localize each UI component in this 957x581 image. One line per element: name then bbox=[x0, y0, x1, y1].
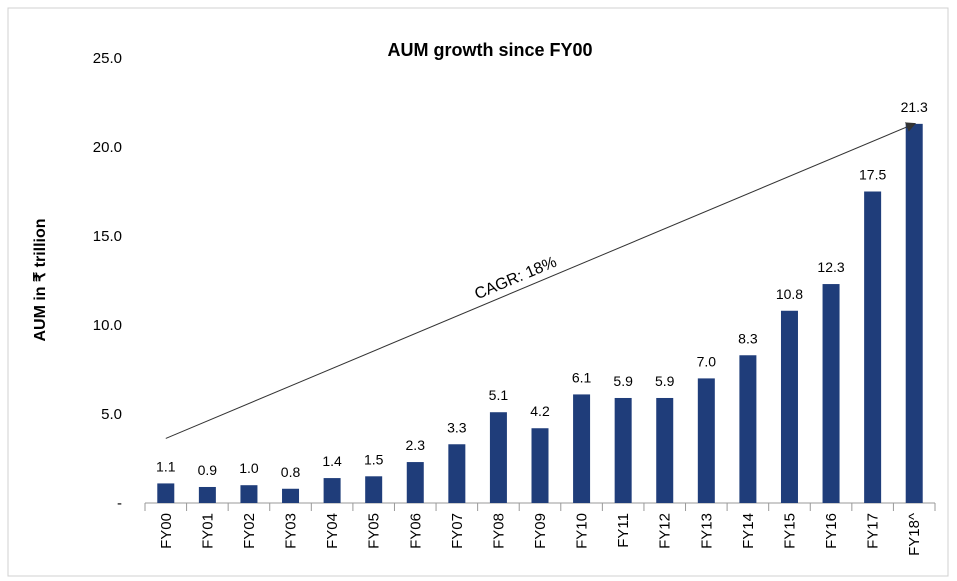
value-label: 0.9 bbox=[198, 462, 218, 478]
bar bbox=[656, 397, 674, 503]
chart-title: AUM growth since FY00 bbox=[387, 40, 592, 60]
bar bbox=[240, 485, 258, 503]
bar bbox=[448, 444, 466, 503]
x-tick-label: FY12 bbox=[657, 513, 674, 549]
value-label: 1.4 bbox=[322, 453, 342, 469]
value-label: 1.1 bbox=[156, 458, 176, 474]
x-tick-label: FY07 bbox=[449, 513, 466, 549]
value-label: 8.3 bbox=[738, 330, 758, 346]
bar bbox=[198, 486, 216, 503]
x-tick-label: FY06 bbox=[407, 513, 424, 549]
bar bbox=[157, 483, 175, 503]
y-tick-label: - bbox=[117, 495, 122, 512]
value-label: 17.5 bbox=[859, 167, 886, 183]
chart-border bbox=[7, 7, 949, 577]
bar bbox=[489, 412, 507, 503]
x-tick-label: FY15 bbox=[781, 513, 798, 549]
bar bbox=[822, 284, 840, 503]
x-tick-label: FY02 bbox=[241, 513, 258, 549]
bar bbox=[365, 476, 383, 503]
x-tick-label: FY00 bbox=[158, 513, 175, 549]
bar bbox=[573, 394, 591, 503]
x-tick-label: FY14 bbox=[740, 513, 757, 549]
value-label: 5.9 bbox=[613, 373, 633, 389]
y-tick-label: 5.0 bbox=[101, 406, 122, 423]
y-tick-label: 15.0 bbox=[93, 228, 122, 245]
x-tick-label: FY16 bbox=[823, 513, 840, 549]
bar bbox=[739, 355, 757, 503]
x-tick-label: FY10 bbox=[574, 513, 591, 549]
value-label: 6.1 bbox=[572, 369, 592, 385]
value-label: 5.9 bbox=[655, 373, 675, 389]
value-label: 4.2 bbox=[530, 403, 550, 419]
x-tick-label: FY18^ bbox=[906, 513, 923, 556]
bar bbox=[905, 123, 923, 504]
bar bbox=[780, 310, 798, 503]
bar bbox=[282, 488, 300, 503]
value-label: 1.5 bbox=[364, 451, 384, 467]
value-label: 0.8 bbox=[281, 464, 301, 480]
value-label: 10.8 bbox=[776, 286, 803, 302]
x-tick-label: FY04 bbox=[324, 513, 341, 549]
cagr-arrow bbox=[165, 122, 917, 439]
y-tick-label: 10.0 bbox=[93, 317, 122, 334]
x-tick-label: FY11 bbox=[615, 513, 632, 548]
bar bbox=[614, 397, 632, 503]
bar bbox=[864, 191, 882, 503]
x-tick-label: FY05 bbox=[366, 513, 383, 549]
value-label: 12.3 bbox=[817, 259, 844, 275]
y-axis-label: AUM in ₹ trillion bbox=[32, 218, 49, 341]
value-label: 7.0 bbox=[697, 353, 717, 369]
y-tick-label: 20.0 bbox=[93, 139, 122, 156]
x-tick-label: FY03 bbox=[283, 513, 300, 549]
bar bbox=[406, 462, 424, 503]
bar bbox=[697, 378, 715, 503]
value-label: 21.3 bbox=[901, 99, 928, 115]
x-tick-label: FY08 bbox=[490, 513, 507, 549]
y-tick-label: 25.0 bbox=[93, 50, 122, 67]
value-label: 2.3 bbox=[406, 437, 426, 453]
value-label: 5.1 bbox=[489, 387, 509, 403]
x-tick-label: FY17 bbox=[865, 513, 882, 549]
x-tick-label: FY13 bbox=[698, 513, 715, 549]
x-tick-label: FY09 bbox=[532, 513, 549, 549]
x-tick-label: FY01 bbox=[199, 513, 216, 549]
bar bbox=[323, 478, 341, 503]
value-label: 3.3 bbox=[447, 419, 467, 435]
value-label: 1.0 bbox=[239, 460, 259, 476]
bar bbox=[531, 428, 549, 503]
